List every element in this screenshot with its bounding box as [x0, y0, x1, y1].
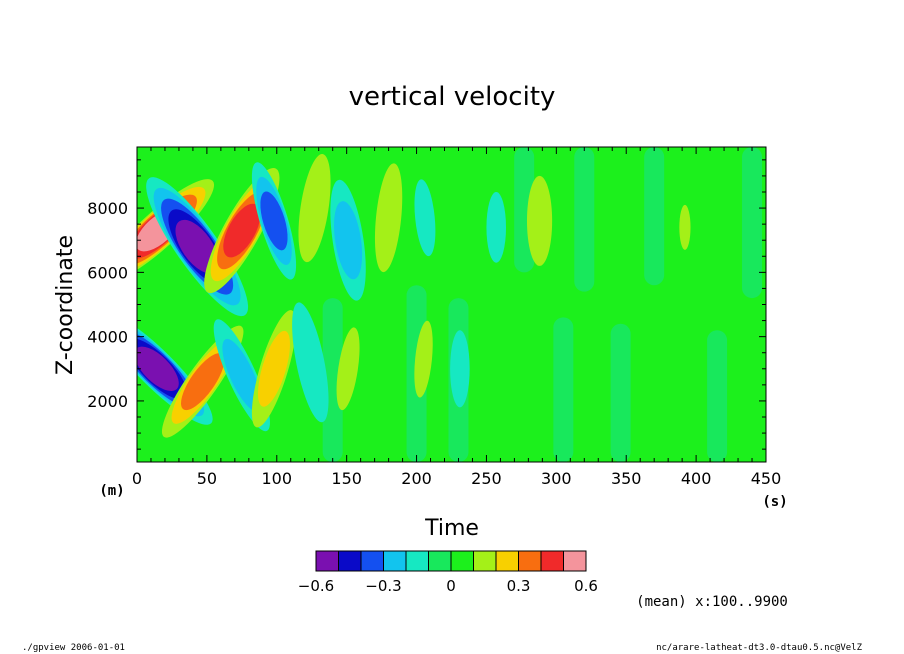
- y-tick-label: 4000: [87, 328, 128, 347]
- x-tick-label: 150: [331, 469, 362, 488]
- contour-level: [298, 153, 331, 263]
- contour-level: [414, 320, 433, 398]
- zero-contour-band: [553, 317, 574, 462]
- zero-contour-band: [574, 147, 595, 292]
- colorbar-swatch: [495, 550, 519, 572]
- velocity-cell: [414, 320, 433, 398]
- colorbar-swatch: [383, 550, 407, 572]
- x-tick-label: 250: [471, 469, 502, 488]
- y-unit-label: (m): [99, 483, 124, 499]
- contour-level: [292, 302, 329, 423]
- colorbar-swatch: [405, 550, 429, 572]
- contour-level: [450, 330, 470, 408]
- contour-level: [181, 353, 225, 411]
- zero-contour-band: [742, 147, 763, 299]
- contour-level: [260, 191, 288, 251]
- chart-title: vertical velocity: [349, 82, 556, 112]
- velocity-cell: [298, 153, 331, 263]
- colorbar-swatch: [540, 550, 564, 572]
- velocity-cell: [414, 179, 436, 257]
- contour-field: [137, 147, 766, 462]
- colorbar-swatch: [360, 550, 384, 572]
- velocity-cell: [251, 162, 297, 280]
- colorbar-swatch: [428, 550, 452, 572]
- contour-level: [486, 192, 507, 263]
- velocity-cell: [292, 302, 329, 423]
- colorbar-tick-labels: −0.6 −0.3 0 0.3 0.6: [298, 577, 598, 595]
- x-tick-label: 100: [262, 469, 293, 488]
- x-axis: 0 50 100 150 200 250 300 350 400 450: [132, 147, 781, 488]
- colorbar-swatch: [473, 550, 497, 572]
- colorbar-tick-label: −0.3: [365, 577, 401, 595]
- contour-level: [679, 204, 691, 250]
- velocity-cell: [336, 327, 360, 411]
- colorbar-tick-label: −0.6: [298, 577, 334, 595]
- mean-note: (mean) x:100..9900: [636, 594, 788, 610]
- colorbar-swatch: [315, 550, 339, 572]
- colorbar-swatch: [338, 550, 362, 572]
- velocity-cell: [251, 310, 297, 428]
- contour-level: [223, 203, 261, 258]
- x-tick-label: 300: [541, 469, 572, 488]
- x-tick-label: 200: [401, 469, 432, 488]
- colorbar-swatch: [563, 550, 587, 572]
- y-tick-label: 6000: [87, 263, 128, 282]
- y-axis-label: Z-coordinate: [53, 235, 78, 375]
- velocity-cell: [679, 204, 691, 250]
- colorbar-swatch: [450, 550, 474, 572]
- contour-level: [374, 163, 403, 273]
- colorbar-tick-label: 0.6: [574, 577, 598, 595]
- colorbar-tick-label: 0.3: [507, 577, 531, 595]
- zero-contour-band: [610, 323, 631, 462]
- x-unit-label: (s): [762, 494, 787, 510]
- x-tick-label: 450: [751, 469, 782, 488]
- plot-area: [136, 146, 767, 463]
- contour-level: [175, 219, 219, 274]
- footer-left-text: ./gpview 2006-01-01: [22, 643, 125, 653]
- velocity-cell: [330, 179, 366, 301]
- colorbar-tick-label: 0: [446, 577, 456, 595]
- y-axis: 2000 4000 6000 8000: [87, 159, 766, 450]
- contour-level: [257, 330, 290, 407]
- contour-level: [137, 346, 179, 391]
- contour-level: [526, 175, 553, 266]
- colorbar: [315, 550, 587, 572]
- y-tick-label: 2000: [87, 392, 128, 411]
- contour-level: [414, 179, 436, 257]
- x-tick-label: 350: [611, 469, 642, 488]
- x-axis-label: Time: [424, 516, 479, 541]
- contour-level: [336, 327, 360, 411]
- velocity-cell: [374, 163, 403, 273]
- velocity-cell: [526, 175, 553, 266]
- colorbar-swatch: [518, 550, 542, 572]
- zero-contour-band: [322, 298, 343, 462]
- footer-right-text: nc/arare-latheat-dt3.0-dtau0.5.nc@VelZ: [656, 643, 862, 653]
- velocity-cell: [450, 330, 470, 408]
- contour-level: [334, 201, 363, 280]
- velocity-cell: [486, 192, 507, 263]
- zero-contour-band: [707, 330, 728, 462]
- x-tick-label: 400: [681, 469, 712, 488]
- x-tick-label: 50: [197, 469, 217, 488]
- x-tick-label: 0: [132, 469, 142, 488]
- contour-level: [222, 338, 262, 412]
- y-tick-label: 8000: [87, 199, 128, 218]
- zero-contour-band: [644, 147, 665, 286]
